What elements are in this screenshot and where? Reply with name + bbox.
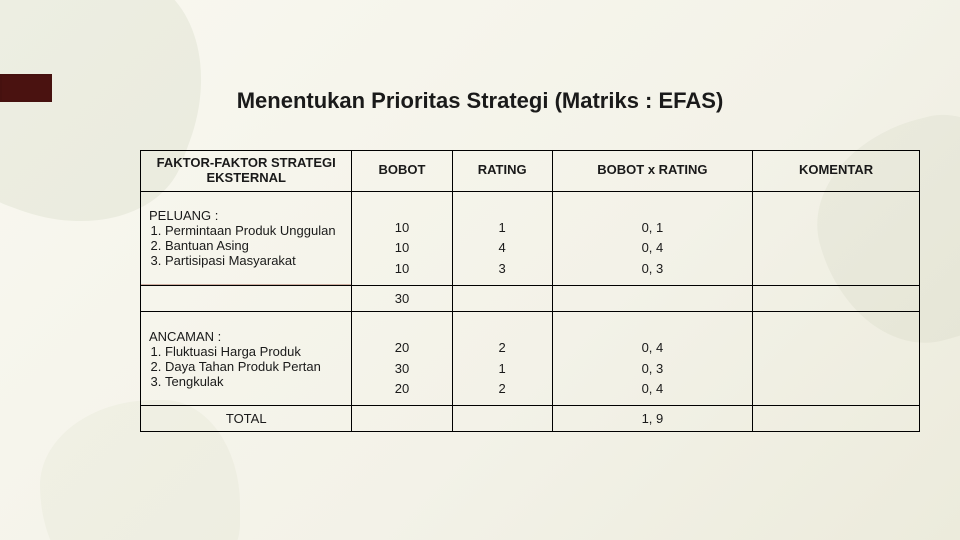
value-bobot: 10 xyxy=(360,259,443,280)
cell-ancaman-bxr: 0, 4 0, 3 0, 4 xyxy=(552,312,752,406)
peluang-label: PELUANG : xyxy=(149,208,218,223)
value-bobot: 20 xyxy=(360,379,443,400)
cell-ancaman-rating: 2 1 2 xyxy=(452,312,552,406)
list-item: Partisipasi Masyarakat xyxy=(165,253,343,268)
col-header-bobot: BOBOT xyxy=(352,151,452,192)
list-item: Tengkulak xyxy=(165,374,343,389)
table-row-peluang-subtotal: 30 xyxy=(141,286,920,312)
efas-table-wrap: FAKTOR-FAKTOR STRATEGI EKSTERNAL BOBOT R… xyxy=(140,150,920,432)
peluang-item-list: Permintaan Produk Unggulan Bantuan Asing… xyxy=(149,223,343,268)
list-item: Bantuan Asing xyxy=(165,238,343,253)
table-row-peluang: PELUANG : Permintaan Produk Unggulan Ban… xyxy=(141,191,920,285)
cell-ancaman-bobot: 20 30 20 xyxy=(352,312,452,406)
list-item: Daya Tahan Produk Pertan xyxy=(165,359,343,374)
slide: Menentukan Prioritas Strategi (Matriks :… xyxy=(0,0,960,540)
table-row-ancaman: ANCAMAN : Fluktuasi Harga Produk Daya Ta… xyxy=(141,312,920,406)
ancaman-label: ANCAMAN : xyxy=(149,329,221,344)
cell-total-bxr: 1, 9 xyxy=(552,406,752,432)
col-header-faktor: FAKTOR-FAKTOR STRATEGI EKSTERNAL xyxy=(141,151,352,192)
cell-total-label: TOTAL xyxy=(141,406,352,432)
list-item: Permintaan Produk Unggulan xyxy=(165,223,343,238)
cell-total-rating xyxy=(452,406,552,432)
value-bxr: 0, 1 xyxy=(561,218,744,239)
table-row-total: TOTAL 1, 9 xyxy=(141,406,920,432)
cell-peluang-komentar xyxy=(753,191,920,285)
value-bxr: 0, 4 xyxy=(561,379,744,400)
value-rating: 1 xyxy=(461,359,544,380)
ancaman-item-list: Fluktuasi Harga Produk Daya Tahan Produk… xyxy=(149,344,343,389)
value-bxr: 0, 3 xyxy=(561,359,744,380)
cell-subtotal-bobot: 30 xyxy=(352,286,452,312)
cell-subtotal-blank xyxy=(141,286,352,312)
value-rating: 4 xyxy=(461,238,544,259)
value-rating: 2 xyxy=(461,338,544,359)
col-header-rating: RATING xyxy=(452,151,552,192)
cell-peluang-bobot: 10 10 10 xyxy=(352,191,452,285)
cell-total-bobot xyxy=(352,406,452,432)
cell-ancaman-komentar xyxy=(753,312,920,406)
cell-subtotal-komentar xyxy=(753,286,920,312)
value-bxr: 0, 4 xyxy=(561,238,744,259)
col-header-bxr: BOBOT x RATING xyxy=(552,151,752,192)
efas-table: FAKTOR-FAKTOR STRATEGI EKSTERNAL BOBOT R… xyxy=(140,150,920,432)
value-bxr: 0, 3 xyxy=(561,259,744,280)
value-bobot: 10 xyxy=(360,238,443,259)
cell-subtotal-bxr xyxy=(552,286,752,312)
cell-subtotal-rating xyxy=(452,286,552,312)
cell-ancaman-faktor: ANCAMAN : Fluktuasi Harga Produk Daya Ta… xyxy=(141,312,352,406)
value-rating: 1 xyxy=(461,218,544,239)
value-bobot: 20 xyxy=(360,338,443,359)
value-bobot: 30 xyxy=(360,359,443,380)
value-rating: 2 xyxy=(461,379,544,400)
col-header-komentar: KOMENTAR xyxy=(753,151,920,192)
cell-peluang-rating: 1 4 3 xyxy=(452,191,552,285)
list-item: Fluktuasi Harga Produk xyxy=(165,344,343,359)
slide-title: Menentukan Prioritas Strategi (Matriks :… xyxy=(0,88,960,114)
value-bxr: 0, 4 xyxy=(561,338,744,359)
table-header-row: FAKTOR-FAKTOR STRATEGI EKSTERNAL BOBOT R… xyxy=(141,151,920,192)
cell-peluang-faktor: PELUANG : Permintaan Produk Unggulan Ban… xyxy=(141,191,352,285)
cell-total-komentar xyxy=(753,406,920,432)
cell-peluang-bxr: 0, 1 0, 4 0, 3 xyxy=(552,191,752,285)
value-bobot: 10 xyxy=(360,218,443,239)
value-rating: 3 xyxy=(461,259,544,280)
